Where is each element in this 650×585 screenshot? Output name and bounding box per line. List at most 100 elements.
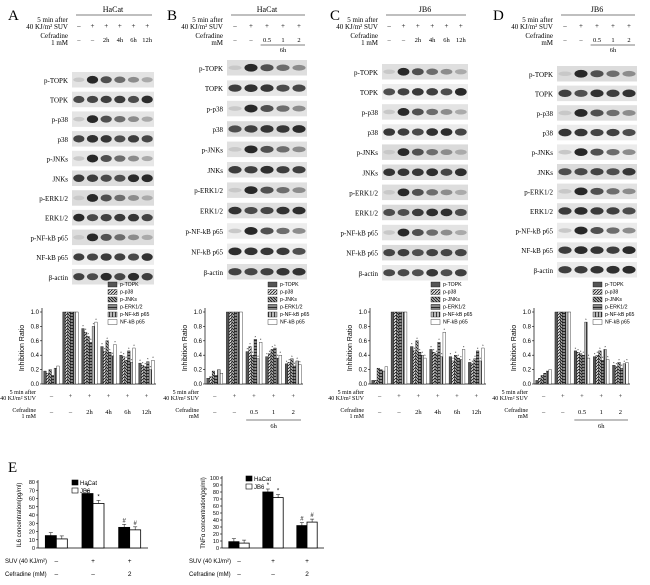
blot-band: [411, 249, 424, 257]
suv-mark: +: [445, 22, 449, 30]
condition-line-1: 5 min after: [347, 16, 378, 24]
y-axis-label: Inhibition Ratio: [347, 325, 354, 371]
dose-mark: 2h: [86, 409, 93, 416]
blot-band: [260, 227, 274, 235]
y-tick-label: 1.0: [523, 310, 532, 316]
drug-label: Cefradine: [504, 407, 528, 414]
blot-band: [276, 186, 290, 194]
significance-mark: *: [257, 354, 259, 359]
bar: [437, 342, 441, 385]
blot-band: [454, 87, 467, 96]
bar: [127, 350, 131, 385]
blot-strip: [382, 164, 468, 180]
blot-band: [73, 273, 85, 281]
blot-band: [228, 187, 242, 193]
bar: [284, 363, 289, 385]
blot-band: [606, 70, 620, 77]
drug-mark: –: [91, 571, 95, 578]
bar: [614, 366, 618, 385]
blot-band: [397, 248, 410, 257]
significance-mark: *: [286, 359, 288, 364]
significance-mark: *: [85, 327, 87, 332]
drug-unit: mM: [518, 414, 529, 420]
dose-mark: 1: [281, 37, 284, 44]
blot-band: [127, 195, 140, 201]
y-tick-label: 10: [29, 538, 35, 544]
blot-band: [397, 128, 410, 136]
legend-swatch: [430, 289, 441, 295]
dose-mark: 4h: [429, 37, 436, 44]
significance-mark: *: [480, 356, 482, 361]
dose-mark: –: [396, 409, 401, 416]
significance-mark: *: [125, 355, 127, 360]
blot-band: [440, 208, 453, 217]
bar: [228, 311, 232, 385]
blot-band: [426, 108, 439, 116]
blot-band: [426, 168, 439, 177]
blot-band: [426, 269, 439, 277]
suv-mark: +: [474, 393, 478, 400]
legend-entry: p-ERK1/2: [605, 305, 628, 311]
blot-band: [86, 135, 99, 143]
blot-strip: [72, 91, 154, 108]
significance-mark: *: [604, 344, 606, 349]
blot-band: [292, 84, 306, 92]
blot-band: [622, 110, 636, 116]
bar: [70, 311, 74, 385]
legend-swatch: [592, 296, 603, 303]
significance-mark: *: [277, 353, 279, 358]
suv-mark: +: [272, 393, 276, 400]
blot-band: [574, 69, 588, 78]
cell-line-title: HaCat: [257, 5, 278, 14]
blot-band: [100, 174, 112, 182]
significance-mark: *: [280, 350, 282, 355]
bar: [108, 352, 112, 385]
blot-label: JNKs: [207, 167, 223, 175]
blot-band: [606, 168, 620, 176]
blot-band: [606, 207, 620, 215]
suv-mark: +: [416, 22, 420, 30]
bar: [584, 321, 588, 385]
significance-mark: *: [269, 349, 271, 354]
bar: [253, 339, 257, 385]
legend-entry: p-NF-kB p65: [605, 312, 635, 318]
blot-band: [100, 115, 112, 123]
bar: [620, 367, 624, 385]
legend-entry: p-p38: [280, 290, 293, 296]
blot-band: [73, 156, 85, 161]
blot-band: [276, 206, 290, 215]
condition-line-2: 40 KJ/m² SUV: [181, 23, 223, 31]
bar: [595, 355, 599, 385]
bar: [440, 356, 444, 385]
blot-band: [114, 155, 126, 162]
blot-band: [574, 168, 588, 176]
blot-band: [397, 269, 410, 277]
legend-swatch: [71, 479, 79, 486]
suv-mark: +: [118, 22, 122, 30]
blot-band: [73, 235, 85, 240]
blot-band: [114, 273, 126, 281]
drug-mark: –: [55, 571, 59, 578]
blot-band: [558, 89, 572, 98]
significance-mark: *: [618, 357, 620, 362]
legend-entry: p-JNKs: [443, 297, 460, 303]
drug-label: Cefradine: [175, 407, 199, 414]
blot-band: [383, 128, 396, 136]
blot-band: [260, 84, 274, 92]
significance-mark: *: [463, 344, 465, 349]
dose-mark: –: [560, 409, 565, 416]
blot-label: TOPK: [535, 90, 553, 98]
bar: [113, 344, 117, 385]
bar: [72, 311, 76, 385]
blot-band: [292, 187, 306, 194]
blot-band: [397, 188, 410, 197]
bar: [276, 357, 280, 385]
legend-entry: JB6: [80, 489, 91, 495]
blot-band: [606, 265, 620, 274]
bar: [481, 347, 485, 385]
y-tick-label: 0.2: [359, 368, 368, 374]
blot-band: [114, 174, 126, 182]
significance-mark: *: [267, 483, 270, 489]
bar: [251, 355, 255, 385]
